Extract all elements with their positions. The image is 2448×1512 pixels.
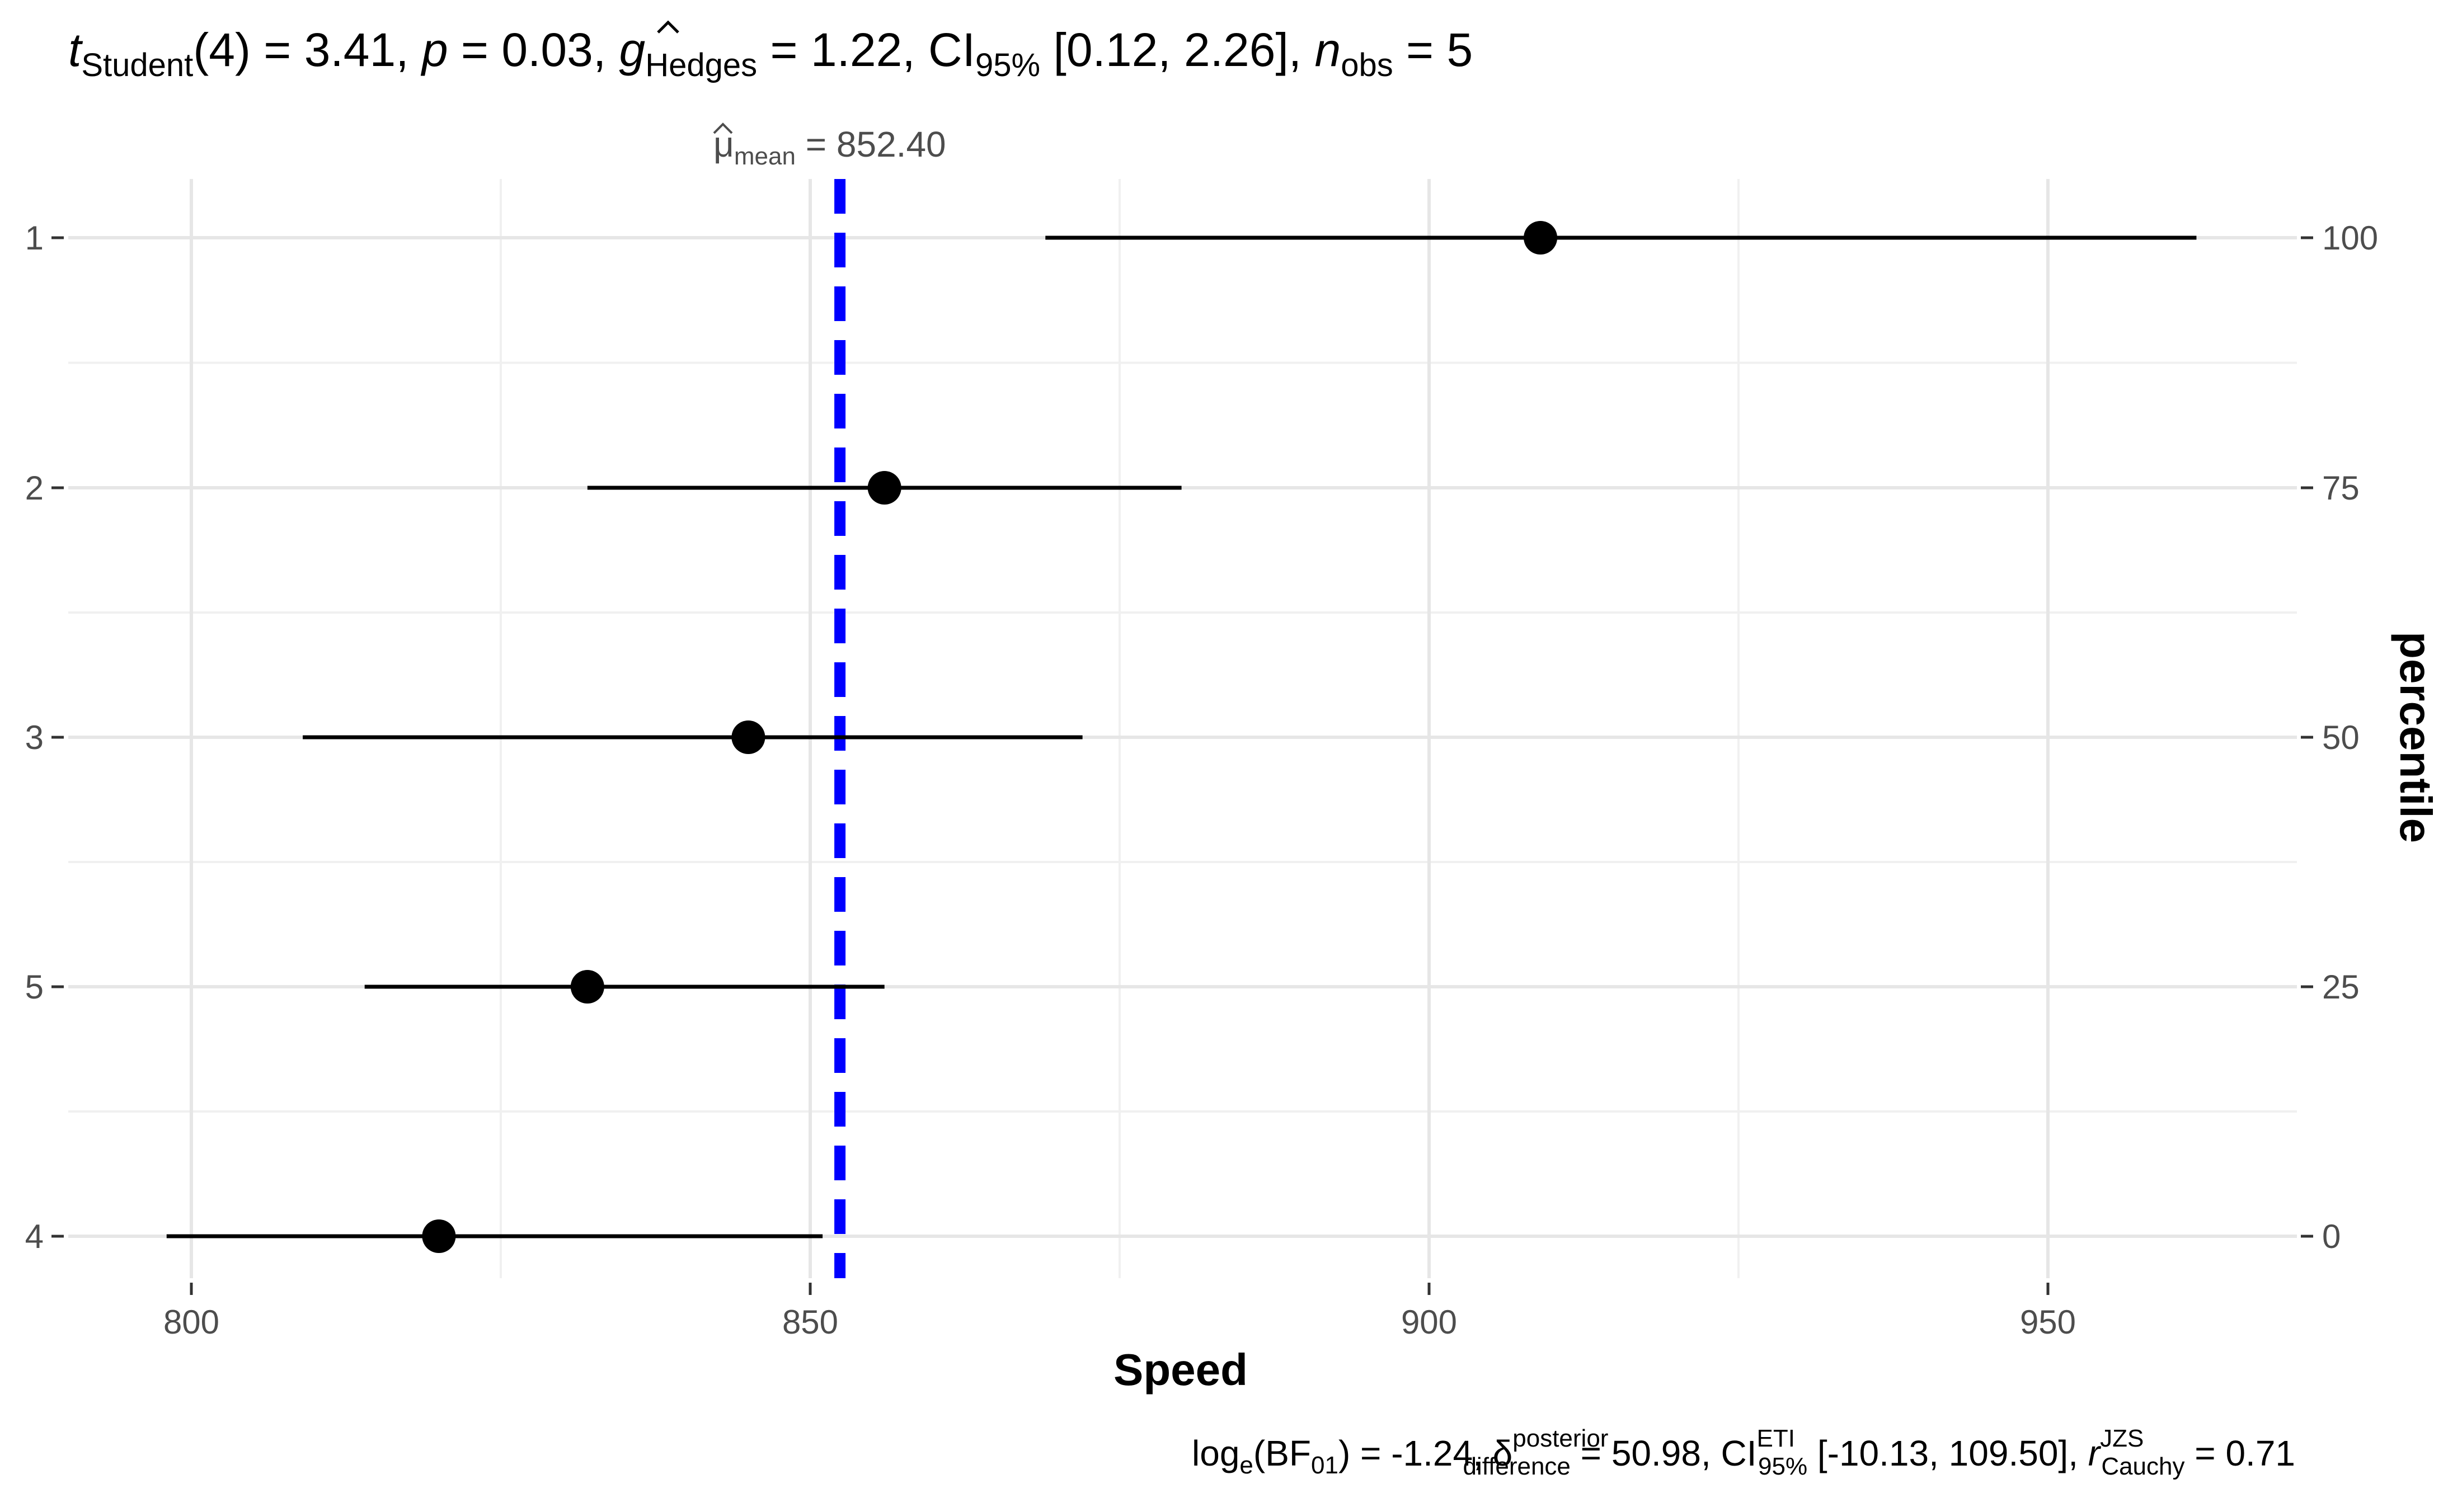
t-symbol: t: [68, 23, 83, 76]
data-point: [867, 471, 901, 505]
data-point: [422, 1219, 456, 1253]
bf-subscript: 01: [1311, 1452, 1338, 1479]
n-symbol: n: [1314, 23, 1341, 76]
right-tick-label: 100: [2322, 219, 2378, 257]
r-value: = 0.71: [2185, 1433, 2296, 1473]
n-subscript: obs: [1341, 47, 1393, 83]
log-text: log: [1192, 1433, 1239, 1473]
n-value: = 5: [1393, 23, 1473, 76]
g-value: = 1.22, CI: [757, 23, 975, 76]
ci-superscript: ETI: [1757, 1425, 1795, 1452]
right-tick-label: 50: [2322, 719, 2360, 756]
t-subscript: Student: [81, 47, 193, 83]
right-tick-label: 25: [2322, 968, 2360, 1006]
log-subscript: e: [1239, 1452, 1253, 1479]
right-axis-title: percentile: [2391, 632, 2441, 843]
ci-eti-value: [-10.13, 109.50],: [1807, 1433, 2088, 1473]
delta-superscript: posterior: [1512, 1425, 1608, 1452]
r-subscript: Cauchy: [2101, 1453, 2184, 1480]
data-point: [731, 720, 765, 754]
chart-subtitle: tStudent(4) = 3.41, p = 0.03, gHedges = …: [68, 23, 1473, 83]
x-tick-label: 950: [2020, 1303, 2076, 1341]
y-tick-label: 4: [25, 1218, 44, 1255]
t-df: (4): [193, 23, 251, 76]
r-symbol: r: [2088, 1433, 2102, 1473]
right-tick-label: 75: [2322, 469, 2360, 507]
y-tick-label: 1: [25, 219, 44, 257]
ci-eti-subscript: 95%: [1758, 1453, 1807, 1480]
mean-value: = 852.40: [796, 124, 946, 164]
chart-caption: loge(BF01) = -1.24, δposterior difference…: [1192, 1425, 2295, 1480]
x-tick-label: 850: [782, 1303, 838, 1341]
ci-value: [0.12, 2.26],: [1040, 23, 1314, 76]
bf-value: ) = -1.24,: [1338, 1433, 1493, 1473]
x-tick-label: 800: [163, 1303, 219, 1341]
right-axis-ticks: 100 75 50 25 0: [2301, 219, 2378, 1255]
data-point: [1524, 221, 1558, 255]
x-axis-title: Speed: [1113, 1345, 1248, 1395]
y-tick-label: 5: [25, 968, 44, 1006]
r-superscript: JZS: [2100, 1425, 2144, 1452]
data-point: [570, 970, 604, 1004]
y-tick-label: 2: [25, 469, 44, 507]
bf-text: (BF: [1253, 1433, 1311, 1473]
t-value: = 3.41,: [251, 23, 422, 76]
p-symbol: p: [420, 23, 448, 76]
y-axis-ticks: 1 2 3 5 4: [25, 219, 64, 1255]
g-symbol: g: [619, 23, 646, 76]
delta-subscript: difference: [1463, 1453, 1570, 1480]
g-subscript: Hedges: [645, 47, 757, 83]
mean-hat-icon: [713, 123, 733, 134]
x-tick-label: 900: [1401, 1303, 1457, 1341]
mean-subscript: mean: [734, 143, 796, 170]
data-points: [166, 221, 2197, 1253]
delta-value: = 50.98, CI: [1571, 1433, 1757, 1473]
right-tick-label: 0: [2322, 1218, 2341, 1255]
g-hat-icon: [657, 20, 679, 34]
ci-subscript: 95%: [975, 47, 1040, 83]
p-value: = 0.03,: [448, 23, 619, 76]
y-tick-label: 3: [25, 719, 44, 756]
mean-label: μmean = 852.40: [713, 124, 946, 170]
x-axis-ticks: 800 850 900 950: [163, 1283, 2076, 1341]
delta-symbol: δ: [1493, 1433, 1513, 1473]
